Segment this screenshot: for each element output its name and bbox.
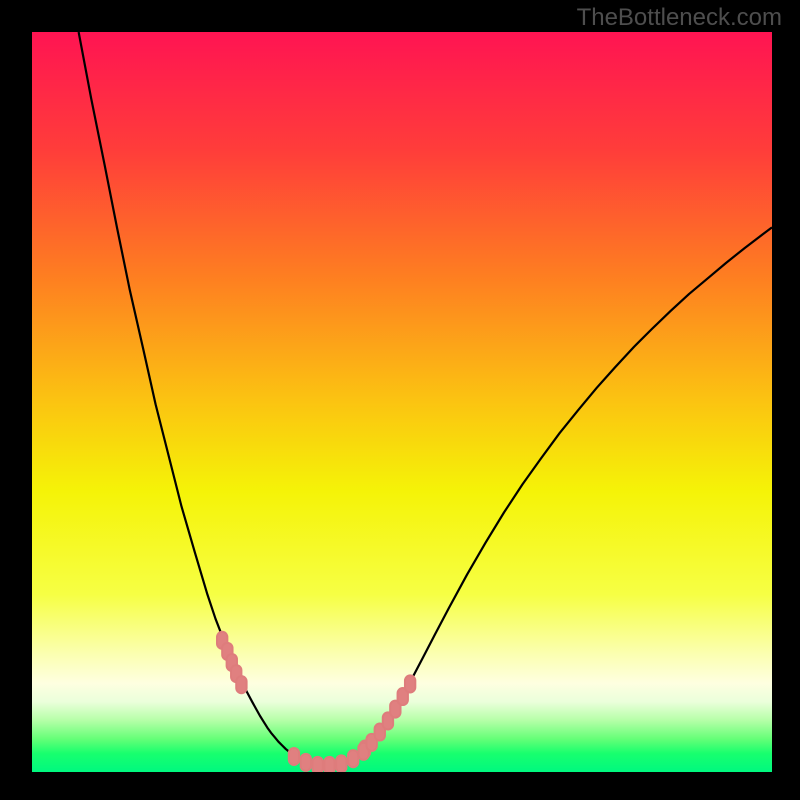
curve-marker: [289, 748, 299, 765]
curve-marker: [301, 754, 311, 771]
curve-marker: [405, 675, 415, 692]
watermark-text: TheBottleneck.com: [577, 4, 782, 32]
bottleneck-curve: [79, 32, 772, 765]
curve-marker: [348, 750, 358, 767]
chart-svg: [32, 32, 772, 772]
curve-marker: [312, 757, 322, 772]
curve-marker: [336, 755, 346, 772]
curve-marker: [236, 676, 246, 693]
curve-marker: [324, 757, 334, 772]
plot-area: [32, 32, 772, 772]
